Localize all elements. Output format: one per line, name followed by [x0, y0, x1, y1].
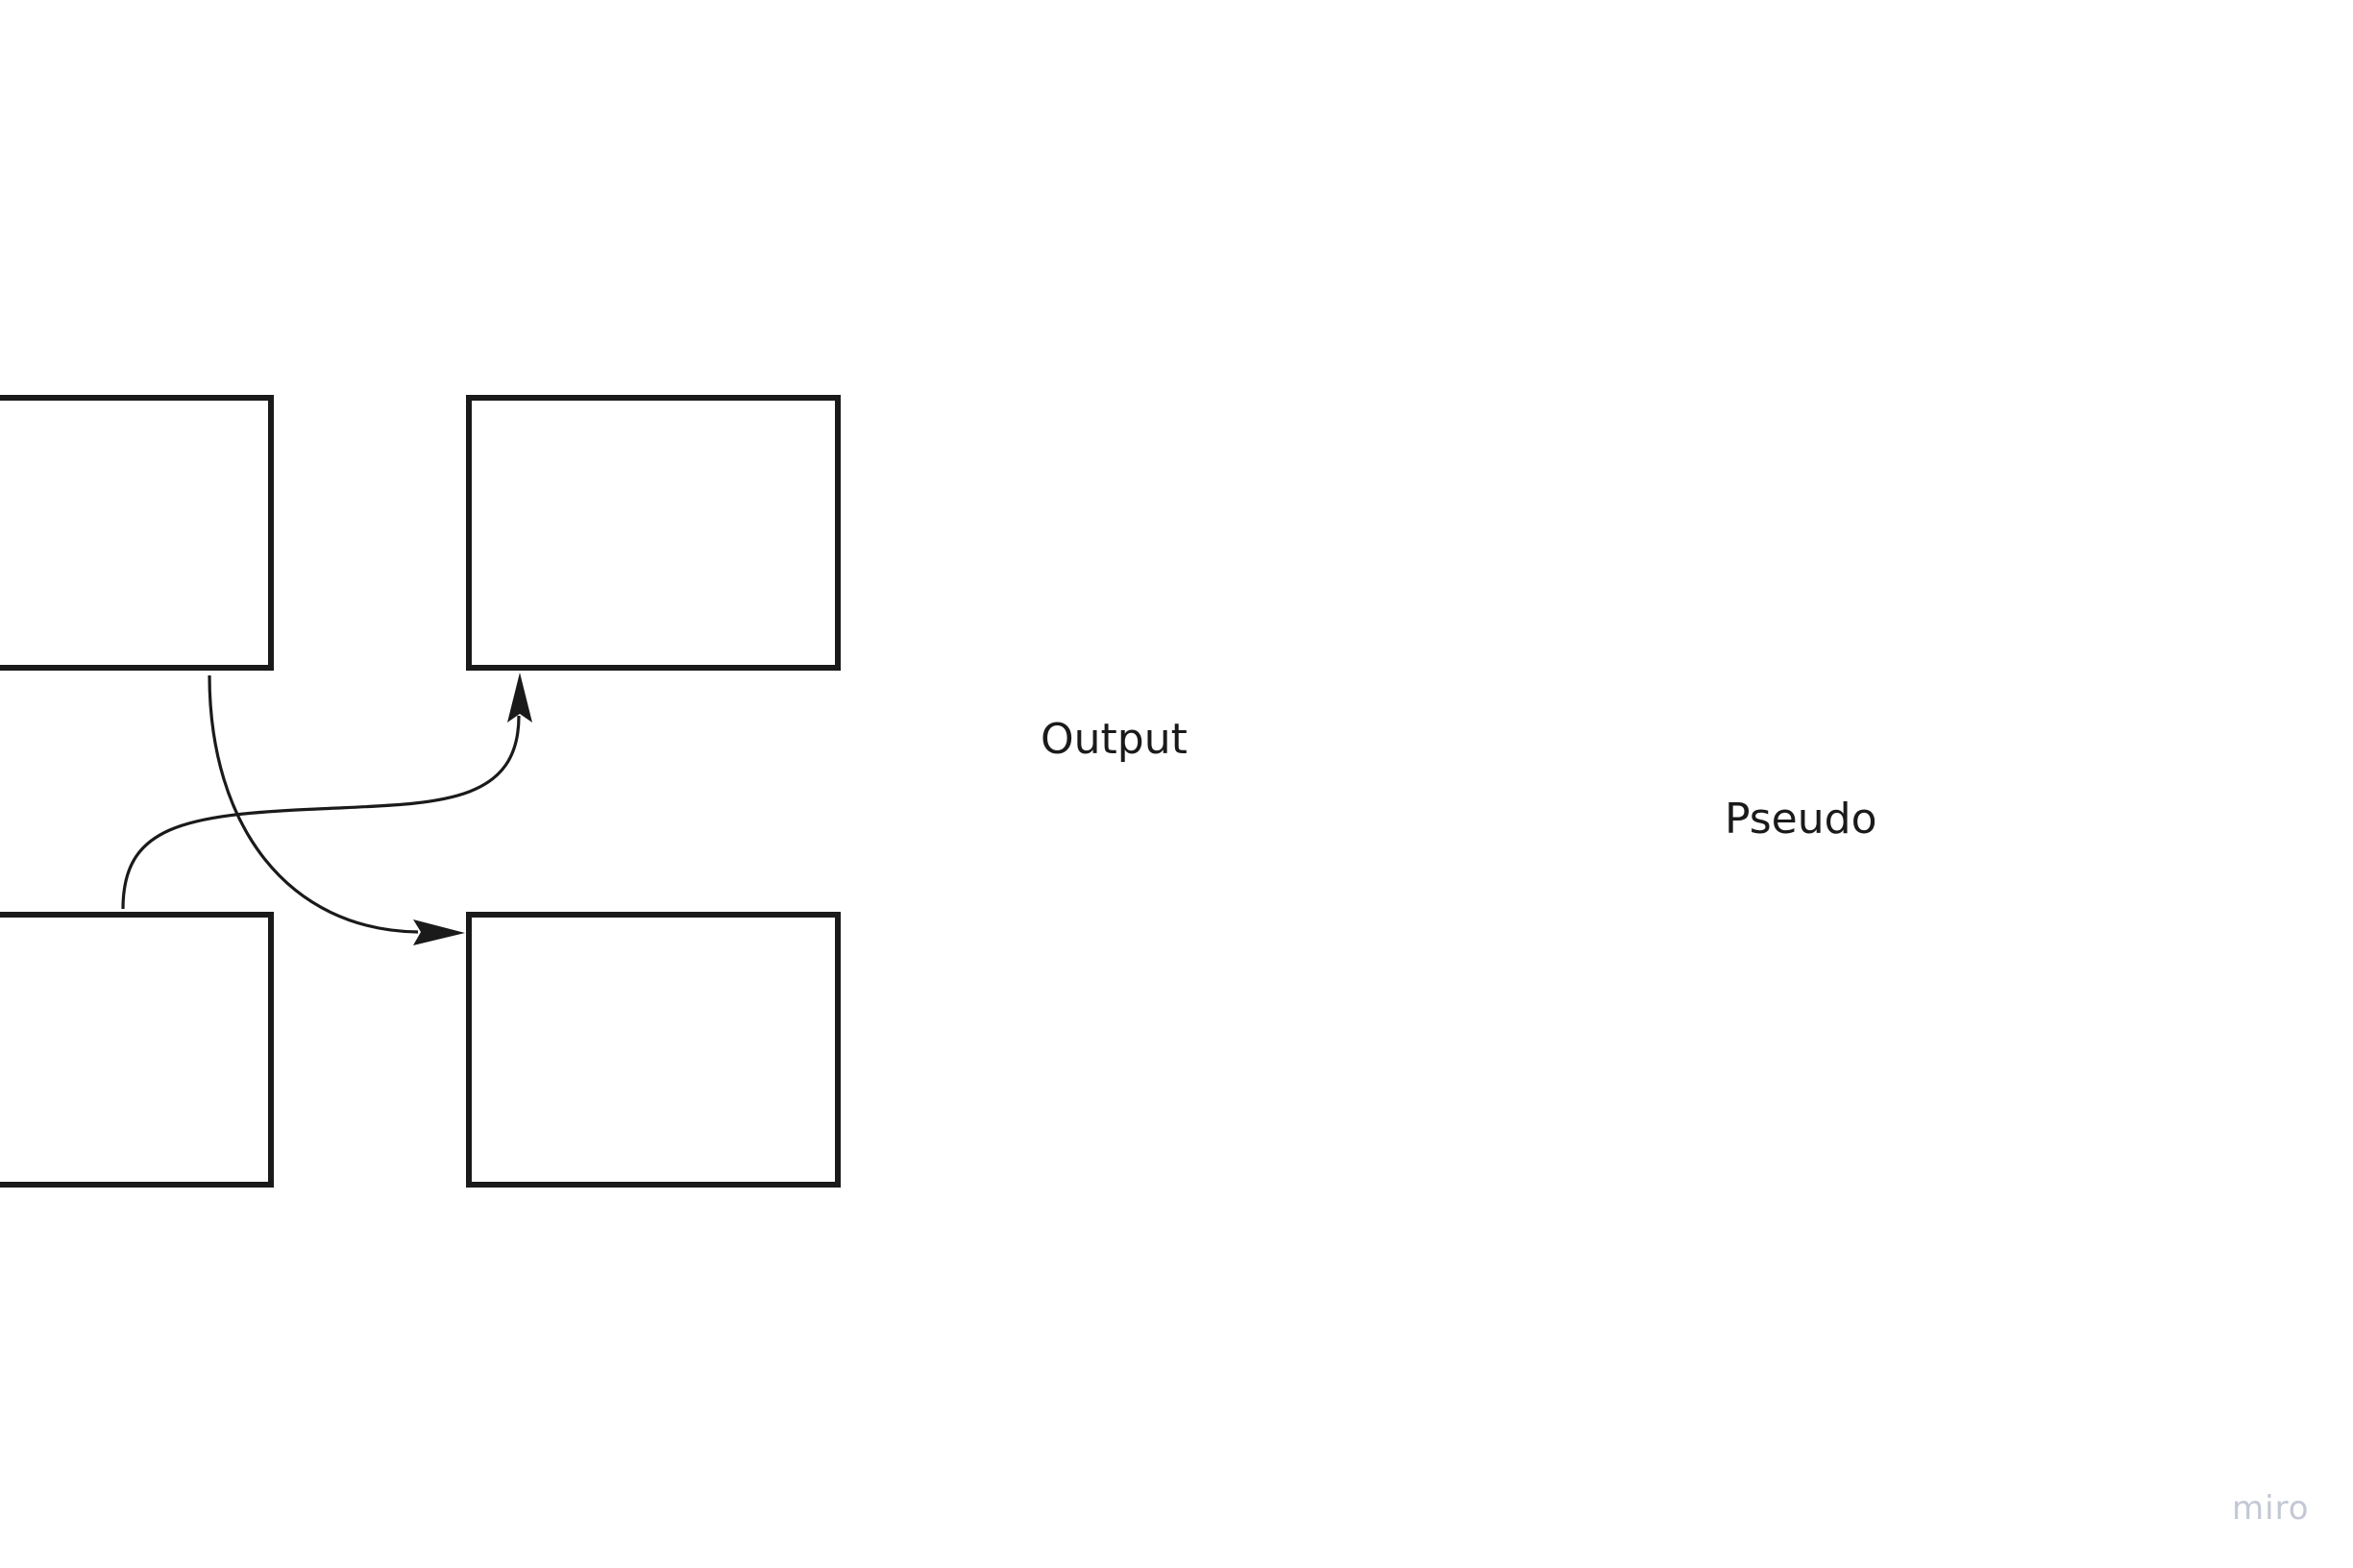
output-label[interactable]: Output: [1041, 715, 1188, 764]
arrowhead-bottom-right: [413, 919, 465, 945]
connector-bottom-left-to-top-right[interactable]: [121, 715, 521, 910]
box-bottom-right[interactable]: [466, 912, 841, 1188]
pseudo-label[interactable]: Pseudo: [1725, 795, 1877, 844]
box-top-left[interactable]: [0, 395, 274, 671]
arrowhead-top-right: [507, 673, 532, 723]
box-bottom-left[interactable]: [0, 912, 274, 1188]
miro-watermark-logo: miro: [2232, 1489, 2310, 1528]
connector-top-left-to-bottom-right[interactable]: [208, 674, 419, 934]
box-top-right[interactable]: [466, 395, 841, 671]
